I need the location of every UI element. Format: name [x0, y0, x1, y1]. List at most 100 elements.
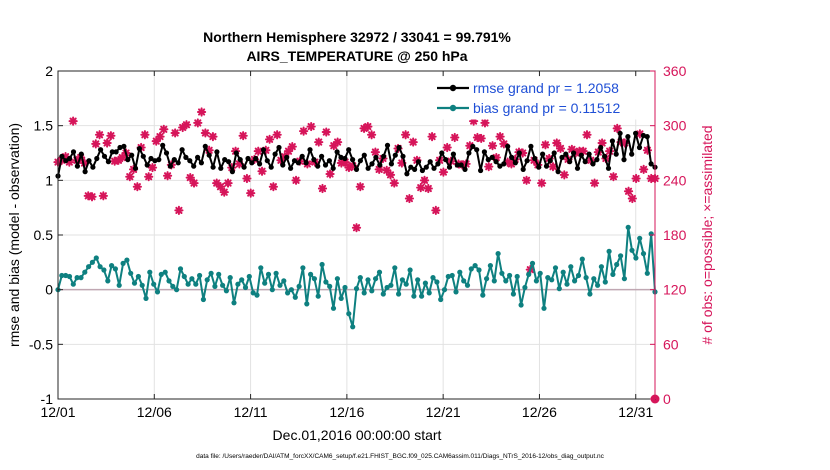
rmse-point: [478, 167, 484, 174]
rmse-point: [195, 154, 201, 160]
bias-point: [82, 269, 88, 275]
bias-point: [484, 276, 490, 282]
bias-point: [529, 260, 536, 266]
legend-bias-label: bias grand pr = 0.11512: [473, 100, 620, 116]
bias-point: [618, 253, 624, 259]
bias-point: [204, 277, 210, 283]
rmse-point: [446, 164, 453, 170]
bias-point: [239, 277, 245, 283]
y-tick-label: 0: [45, 282, 53, 298]
bias-point: [579, 256, 585, 262]
bias-point: [334, 276, 340, 282]
rmse-point: [462, 166, 468, 172]
bias-point: [135, 273, 141, 280]
rmse-point: [272, 151, 278, 157]
obs-assimilated-marker: [215, 182, 226, 192]
rmse-point: [210, 164, 216, 170]
bias-point: [350, 324, 356, 330]
bias-point: [426, 290, 432, 296]
bias-point: [518, 302, 524, 308]
bias-point: [262, 280, 268, 286]
bias-point: [376, 269, 383, 275]
rmse-point: [454, 162, 460, 168]
obs-assimilated-marker: [431, 205, 441, 215]
bias-point: [591, 276, 597, 282]
rmse-point: [625, 134, 631, 140]
bias-point: [143, 295, 149, 301]
y-axis-right: 0 60 120 180 240 300 360: [650, 63, 687, 407]
obs-assimilated-marker: [223, 178, 233, 188]
obs-assimilated-marker: [102, 138, 112, 148]
obs-assimilated-marker: [419, 175, 430, 185]
bias-point: [254, 292, 260, 298]
bias-point: [292, 294, 298, 300]
bias-point: [342, 284, 348, 291]
rmse-point: [423, 164, 429, 170]
rmse-point: [70, 149, 77, 155]
bias-point: [503, 278, 509, 284]
obs-assimilated-marker: [242, 173, 252, 184]
bias-point: [533, 278, 540, 284]
bias-point: [648, 231, 654, 237]
rmse-point: [171, 157, 177, 163]
bias-point: [545, 275, 551, 281]
bias-point: [212, 283, 218, 289]
obs-assimilated-marker: [291, 175, 301, 185]
obs-assimilated-marker: [442, 142, 452, 153]
bias-point: [200, 296, 206, 303]
rmse-point: [260, 147, 267, 153]
obs-assimilated-marker: [416, 183, 426, 193]
rmse-point: [101, 153, 108, 159]
rmse-point: [241, 164, 247, 170]
rmse-point: [299, 153, 305, 159]
rmse-point: [435, 161, 441, 167]
obs-assimilated-marker: [181, 120, 192, 130]
bias-point: [227, 275, 233, 281]
bias-point: [487, 263, 493, 269]
bias-point: [116, 282, 122, 288]
rmse-point: [175, 160, 181, 166]
bias-point: [510, 291, 516, 297]
obs-assimilated-marker: [246, 188, 256, 198]
rmse-point: [524, 158, 530, 164]
bias-point: [399, 277, 405, 283]
bias-point: [560, 269, 566, 275]
bias-point: [59, 272, 65, 279]
rmse-point: [396, 144, 402, 151]
obs-assimilated-marker: [631, 173, 641, 184]
rmse-point: [303, 160, 309, 166]
x-tick-label: 12/01: [40, 404, 75, 420]
obs-assimilated-marker: [140, 130, 150, 140]
rmse-point: [288, 165, 294, 171]
rmse-point: [222, 157, 228, 163]
obs-assimilated-marker: [333, 137, 343, 147]
rmse-point: [78, 151, 84, 157]
bias-point: [128, 270, 134, 276]
bias-point: [162, 269, 168, 275]
bias-point: [461, 278, 467, 284]
obs-assimilated-marker: [283, 146, 294, 156]
bias-point: [499, 270, 505, 276]
bias-point: [109, 263, 115, 269]
bias-point: [258, 265, 264, 271]
bias-point: [151, 281, 157, 287]
obs-assimilated-marker: [367, 130, 377, 140]
rmse-point: [392, 152, 398, 158]
obs-assimilated-marker: [589, 178, 600, 188]
bias-point: [441, 287, 448, 293]
bias-point: [323, 279, 329, 285]
rmse-point: [648, 161, 654, 167]
rmse-point: [350, 157, 356, 163]
rmse-point: [439, 150, 445, 156]
rmse-point: [470, 143, 476, 149]
obs-assimilated-marker: [612, 123, 622, 133]
bias-point: [587, 291, 593, 297]
rmse-point: [206, 152, 212, 158]
rmse-point: [605, 165, 612, 171]
bias-point: [637, 235, 643, 241]
y2-tick-label: 360: [663, 63, 687, 79]
bias-point: [602, 279, 608, 285]
rmse-point: [280, 162, 286, 168]
bias-series: [55, 224, 658, 330]
obs-assimilated-marker: [401, 130, 411, 140]
